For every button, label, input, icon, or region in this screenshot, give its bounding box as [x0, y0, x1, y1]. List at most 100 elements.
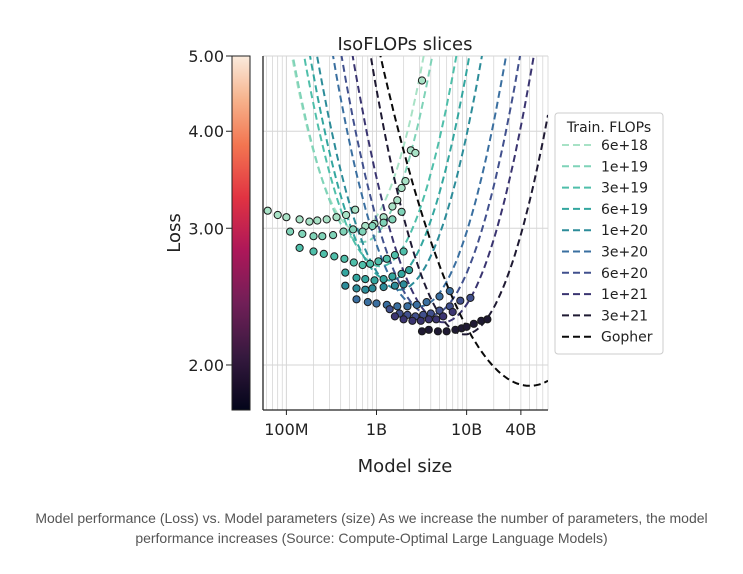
y-tick-label: 5.00: [188, 47, 224, 66]
data-point: [361, 285, 370, 294]
data-point: [388, 215, 397, 224]
data-point: [368, 221, 377, 231]
data-point: [393, 196, 402, 205]
data-point: [411, 148, 420, 158]
data-point: [305, 217, 314, 226]
legend-entry: 6e+20: [601, 266, 648, 282]
data-point: [424, 325, 433, 334]
data-point: [332, 213, 341, 222]
data-point: [397, 183, 406, 193]
data-point: [445, 287, 454, 296]
x-tick-label: 100M: [264, 420, 308, 439]
data-point: [417, 76, 427, 85]
data-point: [456, 296, 465, 305]
data-point: [417, 327, 427, 336]
y-tick-label: 4.00: [188, 122, 224, 141]
curve-3e+20: [332, 56, 508, 308]
data-point: [390, 312, 399, 321]
data-point: [352, 295, 361, 304]
data-point: [342, 210, 351, 220]
data-point: [358, 260, 367, 270]
data-point: [393, 302, 402, 311]
x-axis-label: Model size: [358, 456, 453, 477]
data-point: [368, 284, 377, 293]
figure-caption: Model performance (Loss) vs. Model param…: [35, 510, 708, 546]
data-point: [298, 229, 307, 238]
colorbar: [231, 55, 251, 411]
data-point: [448, 307, 457, 317]
x-tick-label: 40B: [505, 420, 536, 439]
data-point: [341, 281, 350, 290]
x-tick-label: 10B: [451, 420, 482, 439]
data-point: [341, 268, 350, 277]
data-points: [263, 76, 492, 336]
data-point: [340, 254, 349, 263]
isoflops-figure: 2.00 3.00 4.00 5.00 100M 1B 10B 40B IsoFLOPs s…: [164, 34, 664, 477]
curve-1e+19: [291, 56, 434, 244]
y-axis-ticks: 2.00 3.00 4.00 5.00: [188, 47, 232, 375]
data-point: [416, 316, 425, 325]
legend-entry: 1e+19: [601, 159, 648, 175]
data-point: [399, 280, 408, 289]
legend-entry: 1e+21: [601, 287, 648, 303]
data-point: [372, 299, 381, 308]
legend-entry: 1e+20: [601, 223, 648, 239]
data-point: [401, 177, 410, 186]
data-point: [385, 305, 394, 314]
curve-3e+21: [369, 56, 548, 336]
data-point: [424, 315, 433, 324]
data-point: [422, 298, 431, 307]
data-point: [432, 315, 441, 324]
data-point: [397, 207, 406, 216]
data-point: [483, 315, 492, 324]
data-point: [397, 269, 406, 278]
data-point: [329, 231, 338, 240]
data-point: [412, 300, 421, 309]
data-point: [405, 266, 414, 275]
data-point: [295, 215, 304, 224]
data-point: [382, 254, 391, 263]
data-point: [339, 227, 348, 236]
data-point: [295, 243, 304, 252]
curve-Gopher: [379, 56, 548, 387]
chart-title: IsoFLOPs slices: [338, 34, 473, 55]
data-point: [399, 247, 408, 256]
legend-entry: 6e+18: [601, 138, 648, 154]
data-point: [399, 315, 408, 324]
data-point: [439, 312, 448, 321]
data-point: [358, 227, 367, 236]
legend-entry: 3e+21: [601, 308, 648, 324]
data-point: [352, 284, 361, 293]
data-point: [361, 275, 370, 284]
data-point: [379, 282, 388, 292]
legend-box: [554, 112, 664, 355]
data-point: [388, 202, 397, 211]
data-point: [313, 216, 322, 225]
data-point: [435, 306, 444, 315]
legend: Train. FLOPs 6e+18 1e+19 3e+19 6e+19 1e+20 3e…: [554, 112, 664, 355]
data-point: [442, 327, 451, 336]
data-point: [408, 316, 417, 325]
data-point: [286, 227, 295, 236]
data-point: [379, 218, 388, 227]
data-point: [309, 232, 318, 241]
x-axis-ticks: 100M 1B 10B 40B: [264, 410, 537, 439]
data-point: [366, 259, 375, 268]
legend-entry: 3e+19: [601, 181, 648, 197]
isoflop-curves: [290, 56, 548, 387]
data-point: [318, 232, 327, 241]
data-point: [390, 281, 399, 290]
data-point: [352, 273, 361, 282]
y-axis-label: Loss: [164, 213, 185, 252]
data-point: [363, 298, 372, 307]
data-point: [351, 205, 360, 214]
data-point: [403, 302, 412, 311]
data-point: [273, 210, 282, 220]
data-point: [370, 276, 379, 285]
data-point: [319, 249, 328, 258]
data-point: [388, 272, 397, 281]
data-point: [263, 206, 272, 215]
data-point: [379, 275, 388, 284]
data-point: [435, 292, 444, 301]
curve-6e+20: [340, 56, 522, 316]
